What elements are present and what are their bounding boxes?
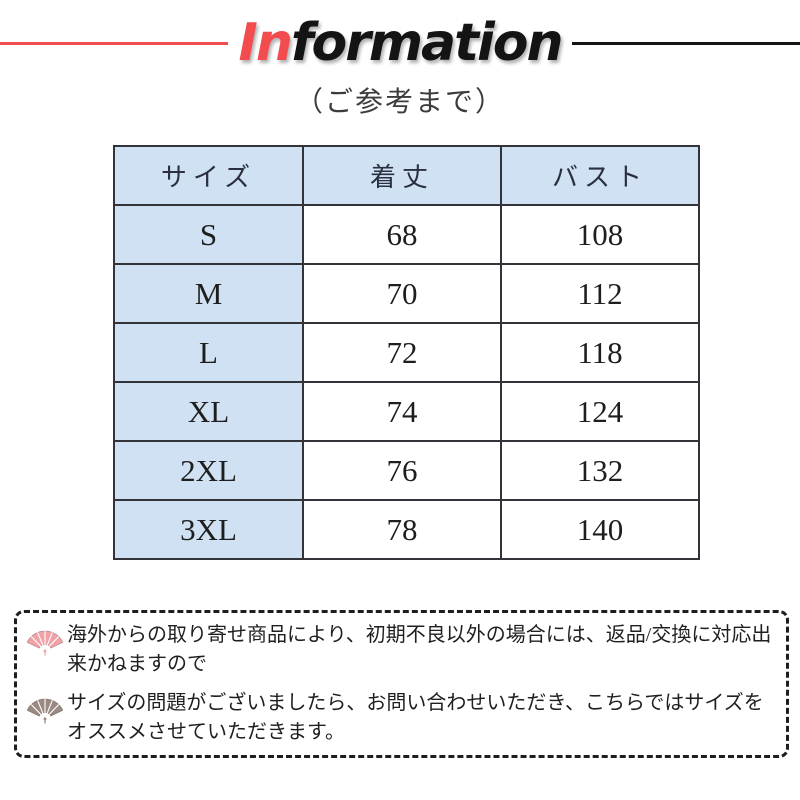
table-header-row: サイズ 着丈 バスト [113, 145, 700, 206]
size-label: 3XL [113, 499, 304, 560]
length-value: 74 [302, 381, 502, 442]
length-value: 68 [302, 204, 502, 265]
bust-value: 108 [500, 204, 700, 265]
section-header: Information [0, 0, 800, 86]
table-row: L 72 118 [113, 322, 700, 383]
size-label: M [113, 263, 304, 324]
note-text: 海外からの取り寄せ商品により、初期不良以外の場合には、返品/交換に対応出来かねま… [67, 624, 772, 675]
size-label: S [113, 204, 304, 265]
subtitle: （ご参考まで） [294, 87, 505, 118]
size-label: L [113, 322, 304, 383]
size-chart-table: サイズ 着丈 バスト S 68 108 M 70 112 L 72 118 [113, 145, 700, 560]
bust-value: 132 [500, 440, 700, 501]
header-rule-left [0, 41, 229, 45]
table-row: M 70 112 [113, 263, 700, 324]
folding-fan-icon [27, 698, 63, 724]
column-header-bust: バスト [500, 145, 700, 206]
title-accent: In [238, 13, 292, 73]
header-rule-right [571, 41, 800, 45]
bust-value: 112 [500, 263, 700, 324]
column-header-size: サイズ [113, 145, 304, 206]
note-item: サイズの問題がございましたら、お問い合わせいただき、こちらではサイズをオススメさ… [27, 689, 778, 747]
notes-box: 海外からの取り寄せ商品により、初期不良以外の場合には、返品/交換に対応出来かねま… [14, 610, 789, 758]
size-label: 2XL [113, 440, 304, 501]
column-header-length: 着丈 [302, 145, 502, 206]
bust-value: 140 [500, 499, 700, 560]
bust-value: 124 [500, 381, 700, 442]
table-row: XL 74 124 [113, 381, 700, 442]
length-value: 76 [302, 440, 502, 501]
note-item: 海外からの取り寄せ商品により、初期不良以外の場合には、返品/交換に対応出来かねま… [27, 621, 778, 679]
section-title: Information [238, 17, 563, 69]
bust-value: 118 [500, 322, 700, 383]
length-value: 78 [302, 499, 502, 560]
table-row: S 68 108 [113, 204, 700, 265]
table-row: 2XL 76 132 [113, 440, 700, 501]
title-rest: formation [290, 13, 564, 73]
length-value: 72 [302, 322, 502, 383]
size-label: XL [113, 381, 304, 442]
length-value: 70 [302, 263, 502, 324]
table-row: 3XL 78 140 [113, 499, 700, 560]
note-text: サイズの問題がございましたら、お問い合わせいただき、こちらではサイズをオススメさ… [67, 692, 764, 743]
folding-fan-icon [27, 630, 63, 656]
